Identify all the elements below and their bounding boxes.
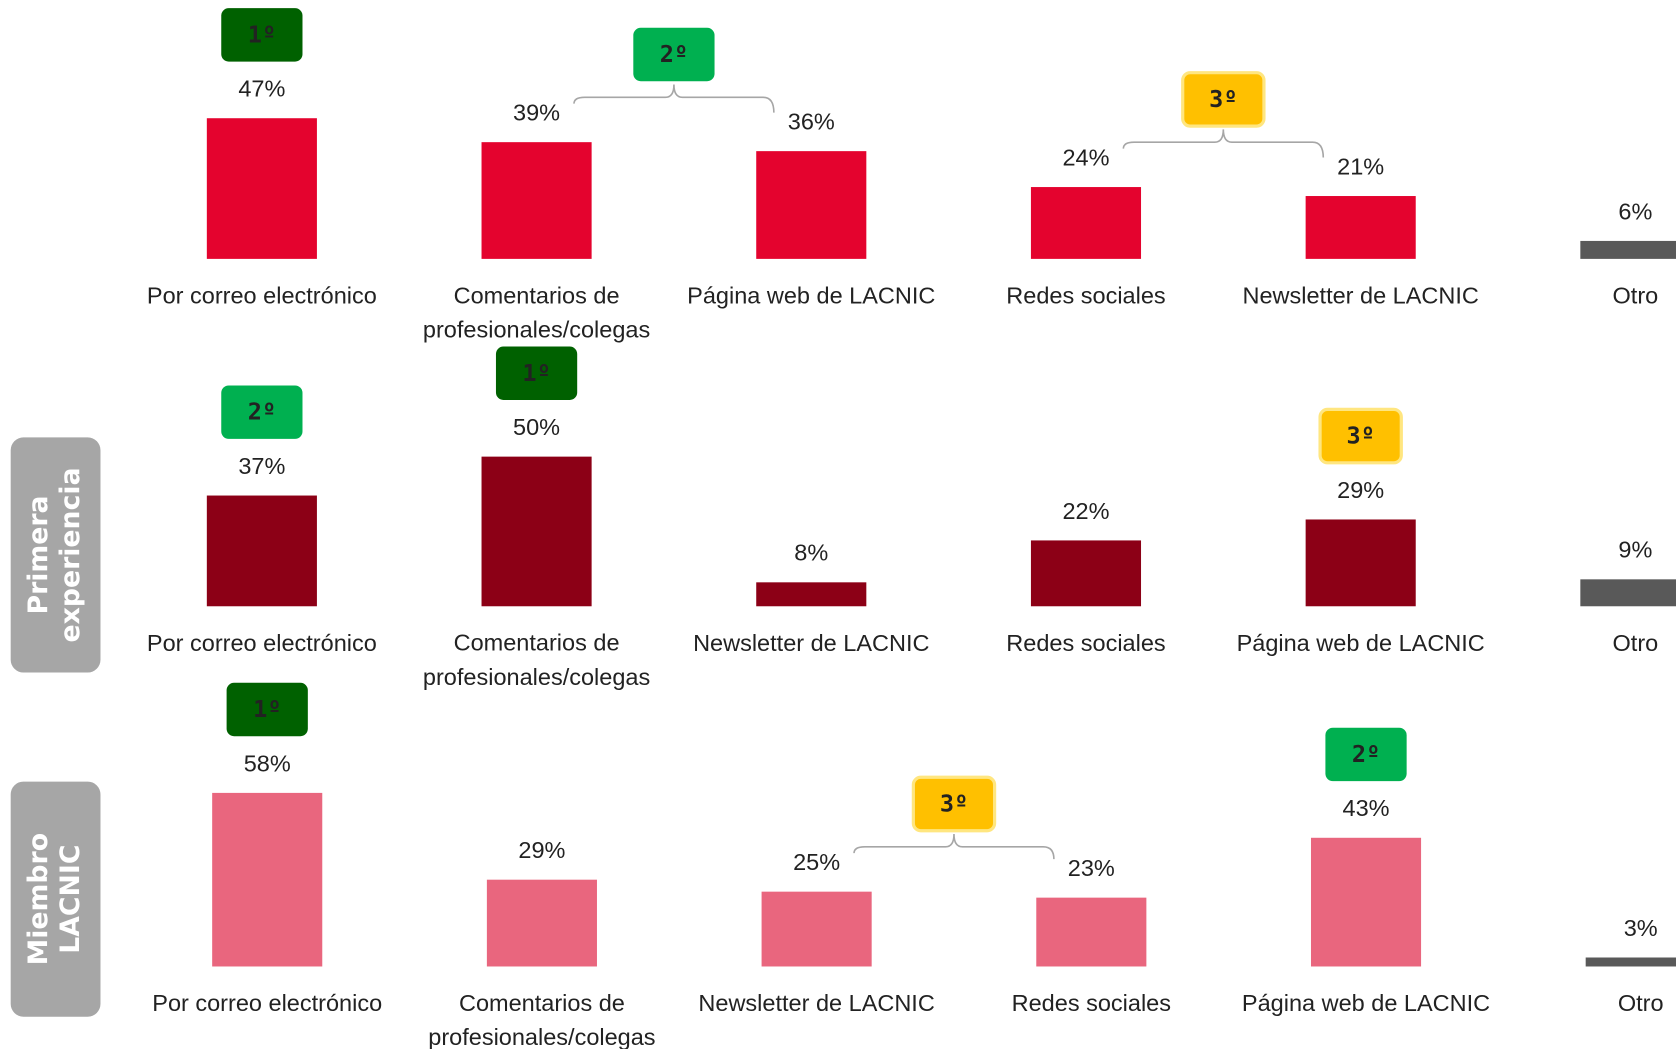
category-label: Newsletter de LACNIC (698, 990, 934, 1016)
category-label: Newsletter de LACNIC (693, 630, 929, 656)
bracket (1122, 129, 1325, 158)
bracket (853, 833, 1055, 860)
value-label: 47% (238, 76, 285, 102)
value-label: 23% (1068, 855, 1115, 881)
value-label: 29% (1337, 477, 1384, 503)
bar (1310, 837, 1422, 967)
value-label: 3% (1624, 915, 1658, 941)
value-label: 50% (513, 414, 560, 440)
category-label: Otro (1613, 630, 1659, 656)
value-label: 24% (1062, 144, 1109, 170)
rank-label: 2º (248, 398, 276, 426)
bar (756, 582, 867, 607)
bar (481, 456, 592, 607)
bar (1030, 187, 1142, 259)
side-label-line: experiencia (55, 467, 86, 642)
rank-label: 2º (1352, 740, 1380, 768)
value-label: 37% (238, 453, 285, 479)
category-label: Otro (1613, 283, 1659, 309)
category-label: Página web de LACNIC (687, 283, 935, 309)
rank-label: 3º (1347, 422, 1375, 450)
value-label: 8% (794, 540, 828, 566)
value-label: 36% (788, 109, 835, 135)
rank-badge (221, 385, 303, 439)
rank-badge (1181, 71, 1266, 128)
value-label: 39% (513, 100, 560, 126)
rank-badge (1325, 727, 1407, 782)
value-label: 21% (1337, 153, 1384, 179)
bar (756, 151, 867, 259)
bar (1580, 579, 1676, 607)
rank-badge (495, 346, 578, 400)
bar (1030, 540, 1142, 607)
value-label: 9% (1618, 537, 1652, 563)
value-label: 58% (244, 750, 291, 776)
category-label: Comentarios de profesionales/colegas (423, 283, 650, 343)
category-label: Por correo electrónico (147, 283, 377, 309)
bar (486, 879, 597, 967)
bar (1580, 240, 1676, 259)
category-label: Por correo electrónico (152, 990, 382, 1016)
side-label-line: LACNIC (55, 845, 86, 954)
side-label-line: Primera (23, 495, 54, 614)
rank-label: 2º (660, 40, 688, 68)
bar (481, 142, 592, 259)
bar (206, 118, 317, 259)
rank-badge (221, 8, 303, 62)
category-label: Por correo electrónico (147, 630, 377, 656)
value-label: 25% (793, 849, 840, 875)
bracket (573, 84, 775, 113)
value-label: 29% (518, 837, 565, 863)
category-label: Redes sociales (1012, 990, 1171, 1016)
category-label: Redes sociales (1006, 283, 1165, 309)
rank-label: 1º (253, 695, 281, 723)
rank-badge (1318, 407, 1403, 465)
value-label: 43% (1343, 795, 1390, 821)
side-label-line: Miembro (23, 833, 54, 965)
bar (1305, 196, 1416, 259)
rank-label: 1º (522, 359, 550, 387)
value-label: 22% (1062, 498, 1109, 524)
bar (1585, 957, 1676, 967)
rank-badge (226, 682, 308, 737)
rank-badge (911, 775, 997, 833)
rank-label: 3º (1209, 85, 1237, 113)
bar (212, 792, 323, 967)
rank-label: 3º (940, 790, 968, 818)
category-label: Otro (1618, 990, 1664, 1016)
side-label-box (10, 437, 101, 673)
rank-badge (633, 27, 715, 82)
category-label: Página web de LACNIC (1237, 630, 1485, 656)
value-label: 6% (1618, 198, 1652, 224)
category-label: Newsletter de LACNIC (1242, 283, 1478, 309)
category-label: Página web de LACNIC (1242, 990, 1490, 1016)
category-label: Redes sociales (1006, 630, 1165, 656)
bar (1305, 519, 1416, 607)
bar (206, 495, 317, 607)
side-label: Primera experiencia (23, 467, 86, 642)
rank-label: 1º (248, 20, 276, 48)
side-label: Miembro LACNIC (23, 833, 86, 965)
bar (1036, 897, 1147, 967)
bar (761, 891, 872, 967)
category-label: Comentarios de profesionales/colegas (423, 630, 650, 690)
category-label: Comentarios de profesionales/colegas (428, 990, 655, 1049)
side-label-box (10, 781, 101, 1017)
